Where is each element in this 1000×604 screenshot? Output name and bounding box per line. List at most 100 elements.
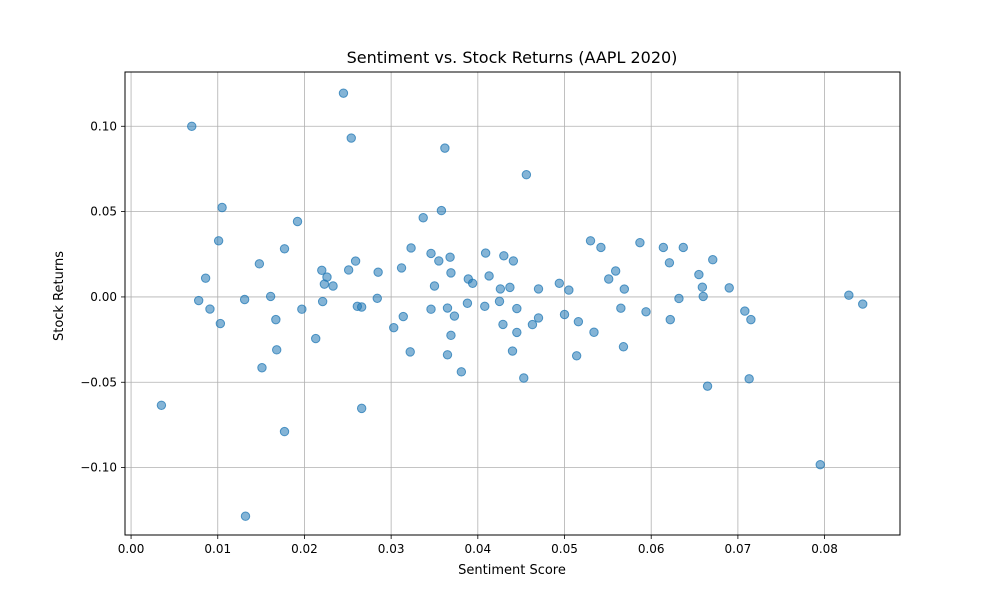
scatter-point: [343, 265, 354, 275]
scatter-point: [744, 374, 754, 384]
grid-lines: [125, 72, 900, 535]
scatter-point: [533, 284, 544, 294]
scatter-point: [200, 273, 211, 283]
scatter-point: [317, 265, 327, 276]
scatter-point: [858, 299, 868, 309]
scatter-point: [507, 346, 518, 356]
y-tick-label: 0.10: [90, 119, 117, 133]
scatter-point: [372, 293, 382, 303]
scatter-point: [708, 255, 718, 265]
scatter-point: [815, 459, 825, 470]
scatter-point: [533, 313, 544, 323]
scatter-point: [554, 278, 565, 288]
scatter-point: [187, 121, 197, 131]
scatter-point: [254, 259, 265, 269]
scatter-point: [694, 269, 704, 280]
scatter-point: [698, 291, 708, 302]
scatter-point: [205, 304, 215, 314]
scatter-point: [356, 403, 367, 414]
scatter-point: [405, 347, 415, 357]
scatter-point: [697, 282, 708, 292]
scatter-point: [559, 309, 570, 320]
y-axis-ticks: −0.10 −0.05 0.00 0.05 0.10: [80, 119, 125, 475]
scatter-point: [445, 252, 455, 262]
x-tick-label: 0.05: [551, 542, 578, 556]
scatter-point: [442, 350, 453, 360]
scatter-point: [271, 314, 281, 325]
x-tick-label: 0.02: [291, 542, 318, 556]
scatter-point: [440, 143, 450, 153]
scatter-point: [292, 216, 303, 227]
scatter-point: [426, 248, 436, 259]
scatter-point: [505, 282, 515, 293]
x-tick-label: 0.08: [811, 542, 838, 556]
scatter-point: [456, 367, 467, 377]
scatter-point: [279, 244, 290, 254]
x-tick-label: 0.03: [378, 542, 405, 556]
scatter-point: [480, 248, 491, 258]
scatter-point: [462, 298, 473, 308]
scatter-point: [604, 274, 614, 284]
scatter-point: [498, 319, 508, 330]
scatter-point: [467, 278, 478, 288]
scatter-point: [527, 319, 538, 330]
scatter-point: [616, 303, 626, 313]
scatter-point: [156, 400, 167, 410]
scatter-point: [311, 333, 321, 344]
scatter-point: [519, 373, 529, 383]
scatter-point: [495, 284, 506, 294]
x-tick-label: 0.04: [464, 542, 491, 556]
scatter-point: [389, 322, 399, 333]
chart-title: Sentiment vs. Stock Returns (AAPL 2020): [347, 48, 678, 67]
scatter-point: [724, 283, 734, 293]
scatter-point: [678, 242, 688, 253]
y-axis-label: Stock Returns: [52, 251, 67, 341]
data-points: [156, 88, 868, 521]
y-tick-label: 0.05: [90, 205, 117, 219]
scatter-point: [442, 303, 453, 313]
y-tick-label: −0.10: [80, 461, 117, 475]
scatter-point: [240, 511, 251, 521]
x-tick-label: 0.06: [638, 542, 665, 556]
scatter-point: [328, 281, 338, 291]
scatter-point: [418, 213, 428, 223]
scatter-point: [494, 296, 505, 307]
scatter-point: [508, 256, 519, 266]
scatter-point: [449, 311, 460, 321]
scatter-point: [589, 327, 599, 337]
scatter-point: [239, 294, 250, 305]
scatter-point: [217, 202, 227, 213]
scatter-point: [664, 258, 675, 268]
x-axis-label: Sentiment Score: [458, 563, 566, 578]
scatter-point: [429, 281, 440, 291]
scatter-point: [338, 88, 349, 98]
scatter-point: [215, 318, 226, 329]
scatter-point: [499, 251, 509, 261]
scatter-point: [279, 426, 290, 437]
scatter-point: [350, 256, 361, 266]
scatter-point: [585, 236, 596, 246]
scatter-point: [446, 330, 456, 341]
scatter-point: [257, 363, 267, 373]
scatter-point: [480, 301, 490, 312]
scatter-point: [844, 290, 854, 300]
x-tick-label: 0.00: [118, 542, 145, 556]
plot-area-frame: [124, 71, 901, 536]
scatter-point: [746, 314, 756, 325]
scatter-point: [573, 316, 584, 327]
scatter-point: [610, 266, 621, 276]
scatter-point: [265, 291, 276, 302]
scatter-point: [398, 311, 408, 322]
x-tick-label: 0.07: [725, 542, 752, 556]
scatter-point: [641, 307, 651, 317]
scatter-point: [635, 237, 645, 248]
scatter-point: [512, 327, 522, 338]
scatter-point: [213, 236, 224, 246]
y-tick-label: −0.05: [80, 375, 117, 389]
scatter-point: [193, 295, 204, 306]
scatter-point: [740, 306, 750, 316]
scatter-point: [484, 271, 494, 281]
scatter-point: [356, 302, 367, 312]
scatter-point: [346, 133, 356, 143]
